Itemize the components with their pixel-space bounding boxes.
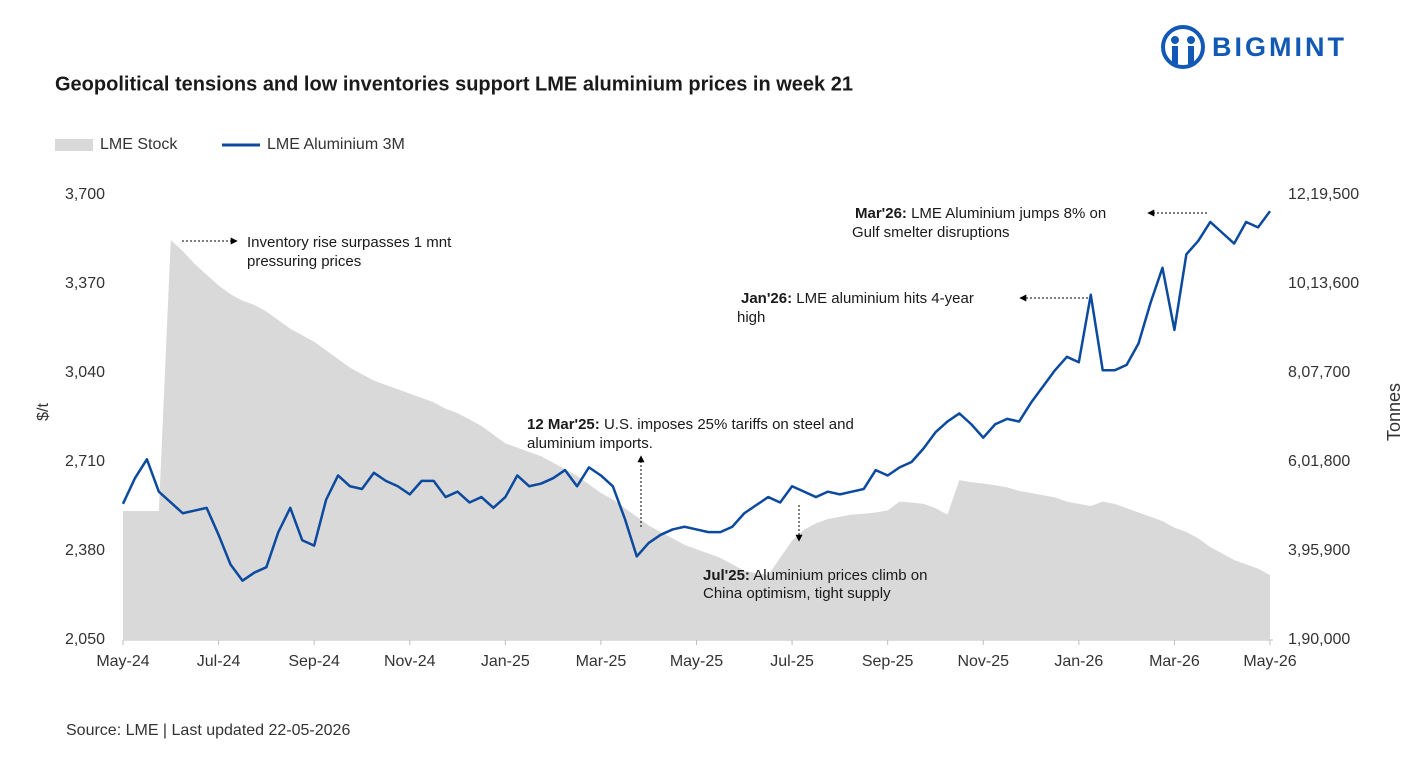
annotation-text: aluminium imports. [527, 435, 653, 452]
y-tick-label: 3,370 [65, 275, 105, 292]
annotation-label: Jan'26: [741, 290, 792, 307]
y-tick-label: 2,050 [65, 631, 105, 648]
x-tick-label: Sep-24 [288, 653, 340, 670]
annotation-text: LME aluminium hits 4-year [796, 290, 974, 307]
y2-tick-label: 3,95,900 [1288, 542, 1350, 559]
annotation-text: Inventory rise surpasses 1 mnt [247, 234, 452, 251]
y-tick-label: 3,700 [65, 186, 105, 203]
y2-tick-label: 8,07,700 [1288, 364, 1350, 381]
annotation: Inventory rise surpasses 1 mnt [247, 234, 452, 251]
x-tick-label: Mar-25 [576, 653, 627, 670]
y2-tick-label: 10,13,600 [1288, 275, 1359, 292]
annotation: Gulf smelter disruptions [852, 224, 1010, 241]
x-tick-label: Jul-25 [770, 653, 814, 670]
x-tick-label: May-24 [96, 653, 149, 670]
annotation: pressuring prices [247, 253, 361, 270]
annotation: Mar'26: LME Aluminium jumps 8% on [855, 205, 1106, 222]
x-tick-label: Jan-25 [481, 653, 530, 670]
annotation: China optimism, tight supply [703, 585, 891, 602]
y-axis-label: $/t [35, 403, 52, 421]
x-tick-label: Sep-25 [862, 653, 914, 670]
x-tick-label: May-25 [670, 653, 723, 670]
annotation-text: LME Aluminium jumps 8% on [911, 205, 1106, 222]
annotation-label: 12 Mar'25: [527, 416, 600, 433]
x-tick-label: Nov-25 [957, 653, 1009, 670]
y-tick-label: 2,380 [65, 542, 105, 559]
y2-tick-label: 6,01,800 [1288, 453, 1350, 470]
legend-label: LME Aluminium 3M [267, 136, 405, 153]
annotation-text: high [737, 309, 765, 326]
annotation-text: pressuring prices [247, 253, 361, 270]
y2-tick-label: 12,19,500 [1288, 186, 1359, 203]
logo: BIGMINT [1161, 25, 1347, 69]
annotation-text: U.S. imposes 25% tariffs on steel and [604, 416, 854, 433]
x-tick-label: Jul-24 [197, 653, 241, 670]
annotation: 12 Mar'25: U.S. imposes 25% tariffs on s… [527, 416, 854, 433]
x-tick-label: Nov-24 [384, 653, 436, 670]
annotation-label: Mar'26: [855, 205, 907, 222]
annotation: high [737, 309, 765, 326]
y2-axis-label: Tonnes [1384, 383, 1404, 441]
annotation: Jul'25: Aluminium prices climb on [703, 567, 928, 584]
y2-tick-label: 1,90,000 [1288, 631, 1350, 648]
chart-title: Geopolitical tensions and low inventorie… [55, 73, 853, 95]
y-tick-label: 2,710 [65, 453, 105, 470]
x-tick-label: Mar-26 [1149, 653, 1200, 670]
annotation: Jan'26: LME aluminium hits 4-year [741, 290, 974, 307]
annotation-label: Jul'25: [703, 567, 750, 584]
legend-swatch [55, 139, 93, 151]
price-line [121, 210, 1272, 582]
x-tick-label: Jan-26 [1054, 653, 1103, 670]
stock-area [123, 240, 1270, 640]
annotation: aluminium imports. [527, 435, 653, 452]
legend-label: LME Stock [100, 136, 178, 153]
brand: BIGMINT [1212, 32, 1347, 62]
annotation-text: Gulf smelter disruptions [852, 224, 1010, 241]
x-tick-label: May-26 [1243, 653, 1296, 670]
y-tick-label: 3,040 [65, 364, 105, 381]
source: Source: LME | Last updated 22-05-2026 [66, 722, 350, 739]
annotation-text: Aluminium prices climb on [753, 567, 927, 584]
annotation-text: China optimism, tight supply [703, 585, 891, 602]
